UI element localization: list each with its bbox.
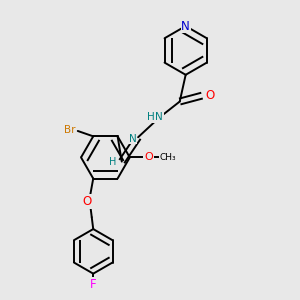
Text: F: F [90,278,97,291]
Text: Br: Br [64,125,75,135]
Text: CH₃: CH₃ [160,153,176,162]
Text: N: N [155,112,163,122]
Text: N: N [181,20,190,33]
Text: O: O [144,152,153,162]
Text: O: O [83,195,92,208]
Text: N: N [129,134,136,144]
Text: H: H [109,158,116,167]
Text: O: O [206,89,215,102]
Text: H: H [147,112,155,122]
